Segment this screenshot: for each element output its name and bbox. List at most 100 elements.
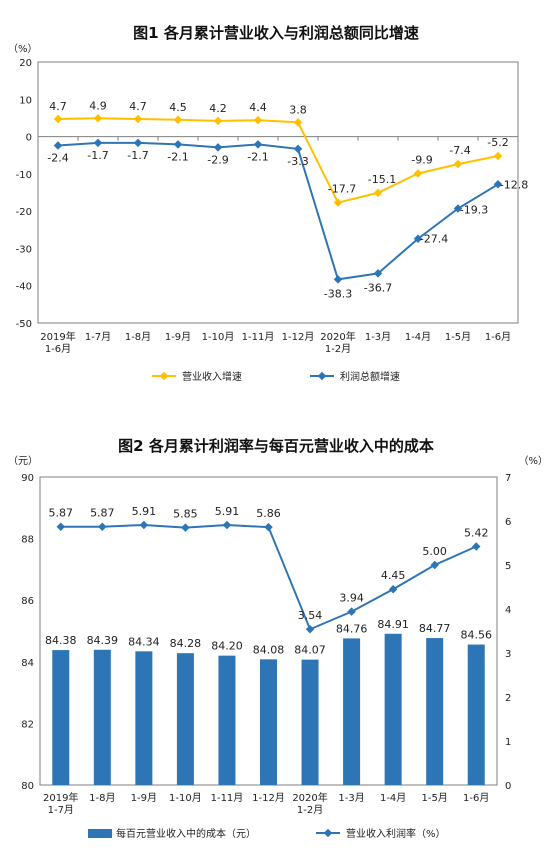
chart-2-y-right-tick: 5 — [505, 561, 511, 572]
chart-2-point — [430, 560, 439, 570]
chart-2-line-label: 5.91 — [215, 505, 240, 518]
chart-2-line-label: 5.87 — [90, 507, 115, 520]
chart-1-data-label: -12.8 — [500, 178, 528, 191]
chart-2-legend-marker — [323, 828, 333, 838]
chart-1-y-tick: 0 — [26, 133, 32, 144]
chart-2-legend-bar-label: 每百元营业收入中的成本（元） — [116, 827, 256, 840]
chart-1-x-tick: 1-4月 — [405, 331, 431, 343]
chart-1-x-tick: 1-5月 — [445, 331, 471, 343]
chart-1-point — [133, 138, 143, 148]
chart-1-point — [133, 114, 143, 124]
chart-2-line-label: 5.42 — [464, 527, 489, 540]
chart-1-point — [173, 140, 183, 149]
chart-2-y-right-tick: 7 — [505, 473, 511, 484]
chart-1-legend-marker — [159, 371, 169, 381]
chart-1-point — [293, 118, 303, 127]
chart-2-x-tick: 1-6月 — [463, 792, 489, 804]
chart-1-point — [453, 204, 463, 213]
chart-1-x-tick: 1-2月 — [325, 343, 351, 355]
chart-2-line-label: 5.86 — [256, 507, 281, 520]
chart-2-point — [305, 624, 315, 634]
chart-2-bar — [260, 659, 277, 785]
chart-1-data-label: -2.9 — [207, 153, 228, 166]
chart-1-data-label: -3.3 — [287, 155, 308, 168]
chart-1-point — [53, 141, 63, 150]
chart-2-x-tick: 1-5月 — [422, 792, 448, 804]
chart-2-bar — [301, 659, 319, 785]
chart-2-bar — [467, 644, 485, 785]
chart-1-point — [453, 159, 463, 169]
chart-2-y-right-tick: 2 — [505, 693, 511, 704]
chart-2-line-label: 4.45 — [381, 569, 406, 582]
chart-1-x-tick: 1-11月 — [242, 331, 275, 343]
chart-2-x-tick: 1-3月 — [338, 792, 364, 804]
chart-2-y-left-tick: 84 — [21, 658, 34, 669]
chart-1-data-label: -2.1 — [247, 150, 268, 163]
chart-2-x-tick: 2019年 — [43, 791, 78, 804]
chart-1-x-tick: 1-6月 — [485, 331, 511, 343]
chart-2-bar-label: 84.38 — [45, 634, 77, 647]
chart-2-y-left-tick: 88 — [21, 535, 34, 546]
chart-2-bar-label: 84.08 — [253, 643, 285, 656]
chart-2-bar — [176, 653, 194, 785]
chart-2-y-right-tick: 0 — [505, 781, 511, 792]
chart-2-line-label: 5.91 — [132, 505, 157, 518]
chart-2-line — [60, 523, 477, 631]
chart-2-bar — [93, 649, 111, 785]
chart-1-series-line — [57, 117, 499, 204]
chart-2-point — [388, 584, 398, 594]
chart-1-y-unit: （%） — [8, 43, 38, 55]
chart-2-point — [181, 523, 190, 532]
chart-1-x-tick: 1-6月 — [45, 343, 71, 355]
chart-1-data-label: -2.4 — [47, 152, 68, 165]
chart-1-y-tick: 10 — [19, 95, 32, 106]
chart-2-bar-label: 84.28 — [170, 637, 202, 650]
chart-1-point — [253, 115, 263, 125]
chart-2-bar — [135, 651, 153, 785]
chart-2-y-right-tick: 1 — [505, 737, 511, 748]
chart-1-data-label: -17.7 — [328, 183, 356, 196]
chart-1-data-label: -5.2 — [487, 136, 508, 149]
chart-2-bar — [218, 655, 236, 785]
chart-1: 图1 各月累计营业收入与利润总额同比增速 （%） 20 10 0 -10 -20 -30 -40… — [8, 24, 528, 383]
chart-1-data-label: -36.7 — [364, 281, 392, 294]
chart-1-point — [333, 198, 343, 207]
chart-2-x-tick: 1-9月 — [131, 792, 157, 804]
chart-1-point — [493, 151, 503, 161]
chart-2-bar-label: 84.07 — [294, 644, 326, 657]
chart-1-point — [413, 234, 423, 243]
chart-1-y-tick: -50 — [16, 319, 32, 330]
chart-2: 图2 各月累计利润率与每百元营业收入中的成本 （元） （%） 90 88 86 84 82 80… — [8, 437, 548, 840]
chart-2-y-left-tick: 90 — [21, 473, 34, 484]
chart-1-title: 图1 各月累计营业收入与利润总额同比增速 — [133, 24, 419, 42]
chart-1-data-label: 3.8 — [289, 103, 307, 116]
chart-1-point — [253, 140, 263, 149]
chart-2-point — [56, 522, 66, 531]
chart-1-x-tick: 1-9月 — [165, 331, 191, 343]
chart-2-line-label: 5.85 — [173, 508, 198, 521]
chart-2-bar-label: 84.76 — [336, 622, 368, 635]
chart-1-series-line — [57, 141, 499, 281]
chart-2-y-left-tick: 86 — [21, 596, 34, 607]
chart-1-x-tick: 2019年 — [40, 330, 75, 343]
chart-1-x-tick: 1-8月 — [125, 331, 151, 343]
chart-2-y-right-tick: 6 — [505, 517, 511, 528]
chart-2-line-label: 5.00 — [422, 545, 447, 558]
chart-1-data-label: -1.7 — [87, 149, 108, 162]
chart-2-y-left-tick: 80 — [21, 781, 34, 792]
chart-1-data-label: -38.3 — [324, 287, 352, 300]
chart-1-point — [213, 143, 223, 152]
chart-1-y-tick: -10 — [16, 170, 32, 181]
chart-2-y-right-unit: （%） — [518, 455, 548, 467]
chart-1-point — [333, 275, 343, 284]
chart-2-y-right-tick: 3 — [505, 649, 511, 660]
chart-1-data-label: -15.1 — [368, 173, 396, 186]
chart-1-data-label: 4.5 — [169, 101, 187, 114]
chart-1-legend-label: 利润总额增速 — [340, 370, 400, 383]
chart-2-x-tick: 1-11月 — [211, 792, 244, 804]
chart-1-point — [53, 114, 63, 124]
chart-1-legend-marker — [317, 371, 327, 381]
chart-2-point — [471, 542, 481, 551]
chart-1-x-tick: 1-10月 — [202, 331, 235, 343]
